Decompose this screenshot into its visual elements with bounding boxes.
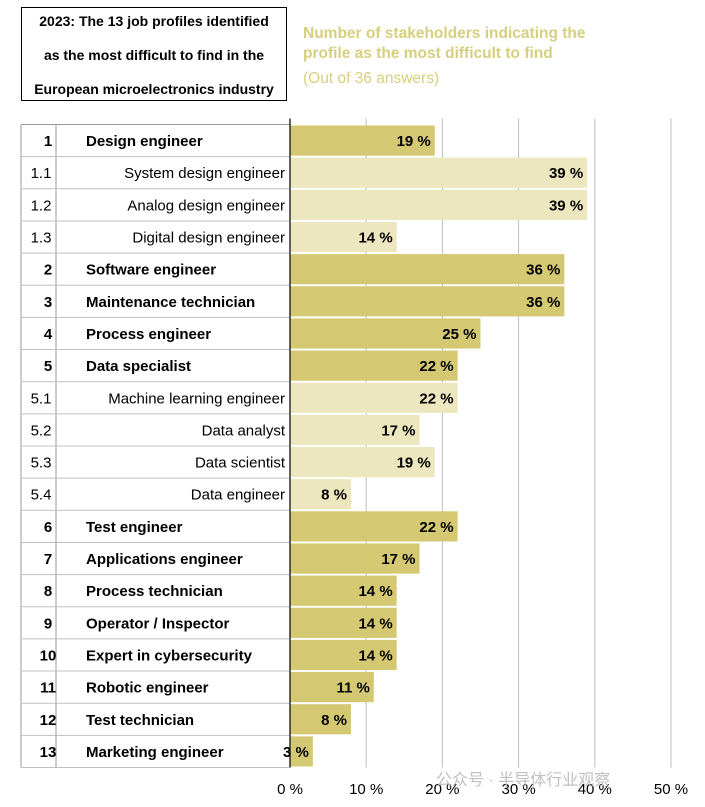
bar <box>290 414 420 445</box>
watermark: 公众号 · 半导体行业观察 <box>436 772 611 789</box>
rank-label: 13 <box>40 744 57 761</box>
rank-label: 1.3 <box>31 230 52 247</box>
bar <box>290 157 588 188</box>
x-tick-label: 10 % <box>349 781 383 798</box>
category-label: Digital design engineer <box>132 230 285 247</box>
bar <box>290 350 458 381</box>
chart-title-line-2: as the most difficult to find in the <box>43 47 265 63</box>
rank-label: 2 <box>44 262 52 279</box>
rank-label: 1.1 <box>31 165 52 182</box>
bar <box>290 254 565 285</box>
data-label: 8 % <box>321 712 347 729</box>
category-label: Process engineer <box>86 326 211 343</box>
rank-label: 1 <box>44 133 52 150</box>
bar <box>290 318 481 349</box>
data-label: 22 % <box>419 390 453 407</box>
category-label: Robotic engineer <box>86 680 209 697</box>
bar <box>290 575 397 606</box>
chart-subtitle-line-2: profile as the most difficult to find <box>303 45 553 62</box>
bar <box>290 447 435 478</box>
category-label: Design engineer <box>86 133 203 150</box>
data-label: 14 % <box>358 647 392 664</box>
data-label: 39 % <box>549 197 583 214</box>
category-label: Expert in cybersecurity <box>86 647 253 664</box>
rank-label: 3 <box>44 294 52 311</box>
rank-label: 4 <box>44 326 53 343</box>
category-label: System design engineer <box>124 165 285 182</box>
bar <box>290 125 435 156</box>
category-label: Data scientist <box>195 455 286 472</box>
chart-subtitle-note: (Out of 36 answers) <box>303 70 440 87</box>
data-label: 14 % <box>358 583 392 600</box>
rank-label: 1.2 <box>31 197 52 214</box>
category-label: Operator / Inspector <box>86 615 230 632</box>
data-label: 39 % <box>549 165 583 182</box>
bar <box>290 607 397 638</box>
bar <box>290 382 458 413</box>
bar <box>290 221 397 253</box>
category-label: Data analyst <box>202 422 286 439</box>
rank-label: 6 <box>44 519 52 536</box>
data-label: 17 % <box>381 551 415 568</box>
data-label: 36 % <box>526 294 560 311</box>
category-label: Data specialist <box>86 358 191 375</box>
rank-label: 5.1 <box>31 390 52 407</box>
category-label: Marketing engineer <box>86 744 224 761</box>
x-tick-label: 40 % <box>578 781 612 798</box>
bar <box>290 511 458 542</box>
x-tick-label: 0 % <box>277 781 303 798</box>
rank-label: 12 <box>40 712 57 729</box>
data-label: 14 % <box>358 615 392 632</box>
category-label: Analog design engineer <box>127 197 285 214</box>
category-label: Test technician <box>86 712 194 729</box>
category-label: Maintenance technician <box>86 294 255 311</box>
data-label: 8 % <box>321 487 347 504</box>
x-tick-label: 50 % <box>654 781 688 798</box>
data-label: 22 % <box>419 358 453 375</box>
category-label: Software engineer <box>86 262 216 279</box>
bar <box>290 479 351 510</box>
chart-title-line-1: 2023: The 13 job profiles identified <box>39 13 269 29</box>
rank-label: 11 <box>40 680 56 697</box>
data-label: 25 % <box>442 326 476 343</box>
rank-label: 5.2 <box>31 422 52 439</box>
bar <box>290 672 374 703</box>
bar <box>290 639 397 671</box>
x-tick-label: 20 % <box>425 781 459 798</box>
data-label: 3 % <box>283 744 309 761</box>
data-label: 17 % <box>381 422 415 439</box>
bar <box>290 286 565 317</box>
bar <box>290 704 351 735</box>
chart-title-box: 2023: The 13 job profiles identified as … <box>21 7 287 101</box>
category-label: Process technician <box>86 583 223 600</box>
category-label: Applications engineer <box>86 551 243 568</box>
bar <box>290 736 313 767</box>
rank-label: 5.3 <box>31 455 52 472</box>
chart-title-line-3: European microelectronics industry <box>34 81 274 97</box>
rank-label: 5 <box>44 358 52 375</box>
category-label: Machine learning engineer <box>108 390 285 407</box>
data-label: 36 % <box>526 262 560 279</box>
data-label: 19 % <box>397 455 431 472</box>
x-tick-label: 30 % <box>501 781 535 798</box>
rank-label: 10 <box>40 647 57 664</box>
bar <box>290 189 588 220</box>
rank-label: 5.4 <box>31 487 52 504</box>
data-label: 14 % <box>358 230 392 247</box>
category-label: Data engineer <box>191 487 285 504</box>
rank-label: 7 <box>44 551 52 568</box>
chart-subtitle-line-1: Number of stakeholders indicating the <box>303 25 586 42</box>
category-label: Test engineer <box>86 519 183 536</box>
data-label: 19 % <box>397 133 431 150</box>
data-label: 11 % <box>336 680 369 697</box>
rank-label: 8 <box>44 583 52 600</box>
rank-label: 9 <box>44 615 52 632</box>
data-label: 22 % <box>419 519 453 536</box>
bar <box>290 543 420 574</box>
